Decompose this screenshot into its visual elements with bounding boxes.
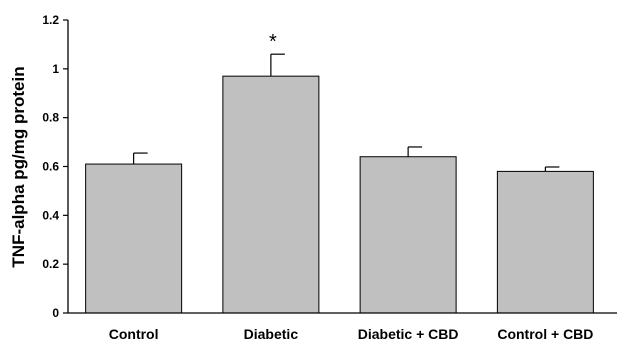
y-tick-label: 0.2: [42, 257, 59, 271]
bar-control: [85, 163, 183, 314]
y-tick-label: 1: [52, 62, 59, 76]
y-tick-label: 0.8: [42, 111, 59, 125]
y-tick-label: 0: [52, 306, 59, 320]
bars: *: [85, 31, 594, 314]
x-axis-categories: Control Diabetic Diabetic + CBD Control + C…: [109, 326, 594, 342]
category-label: Control + CBD: [497, 326, 593, 342]
bar-diabetic: [222, 75, 320, 314]
category-label: Diabetic: [244, 326, 299, 342]
bar-control-cbd: [496, 170, 594, 314]
y-axis-label: TNF-alpha pg/mg protein: [9, 66, 28, 267]
y-tick-label: 0.6: [42, 160, 59, 174]
y-axis-ticks: 0 0.2 0.4 0.6 0.8 1 1.2: [42, 13, 68, 320]
category-label: Diabetic + CBD: [358, 326, 459, 342]
y-tick-label: 1.2: [42, 13, 59, 27]
bar-diabetic-cbd: [359, 156, 457, 314]
y-tick-label: 0.4: [42, 208, 59, 222]
category-label: Control: [109, 326, 159, 342]
significance-marker: *: [269, 31, 277, 53]
